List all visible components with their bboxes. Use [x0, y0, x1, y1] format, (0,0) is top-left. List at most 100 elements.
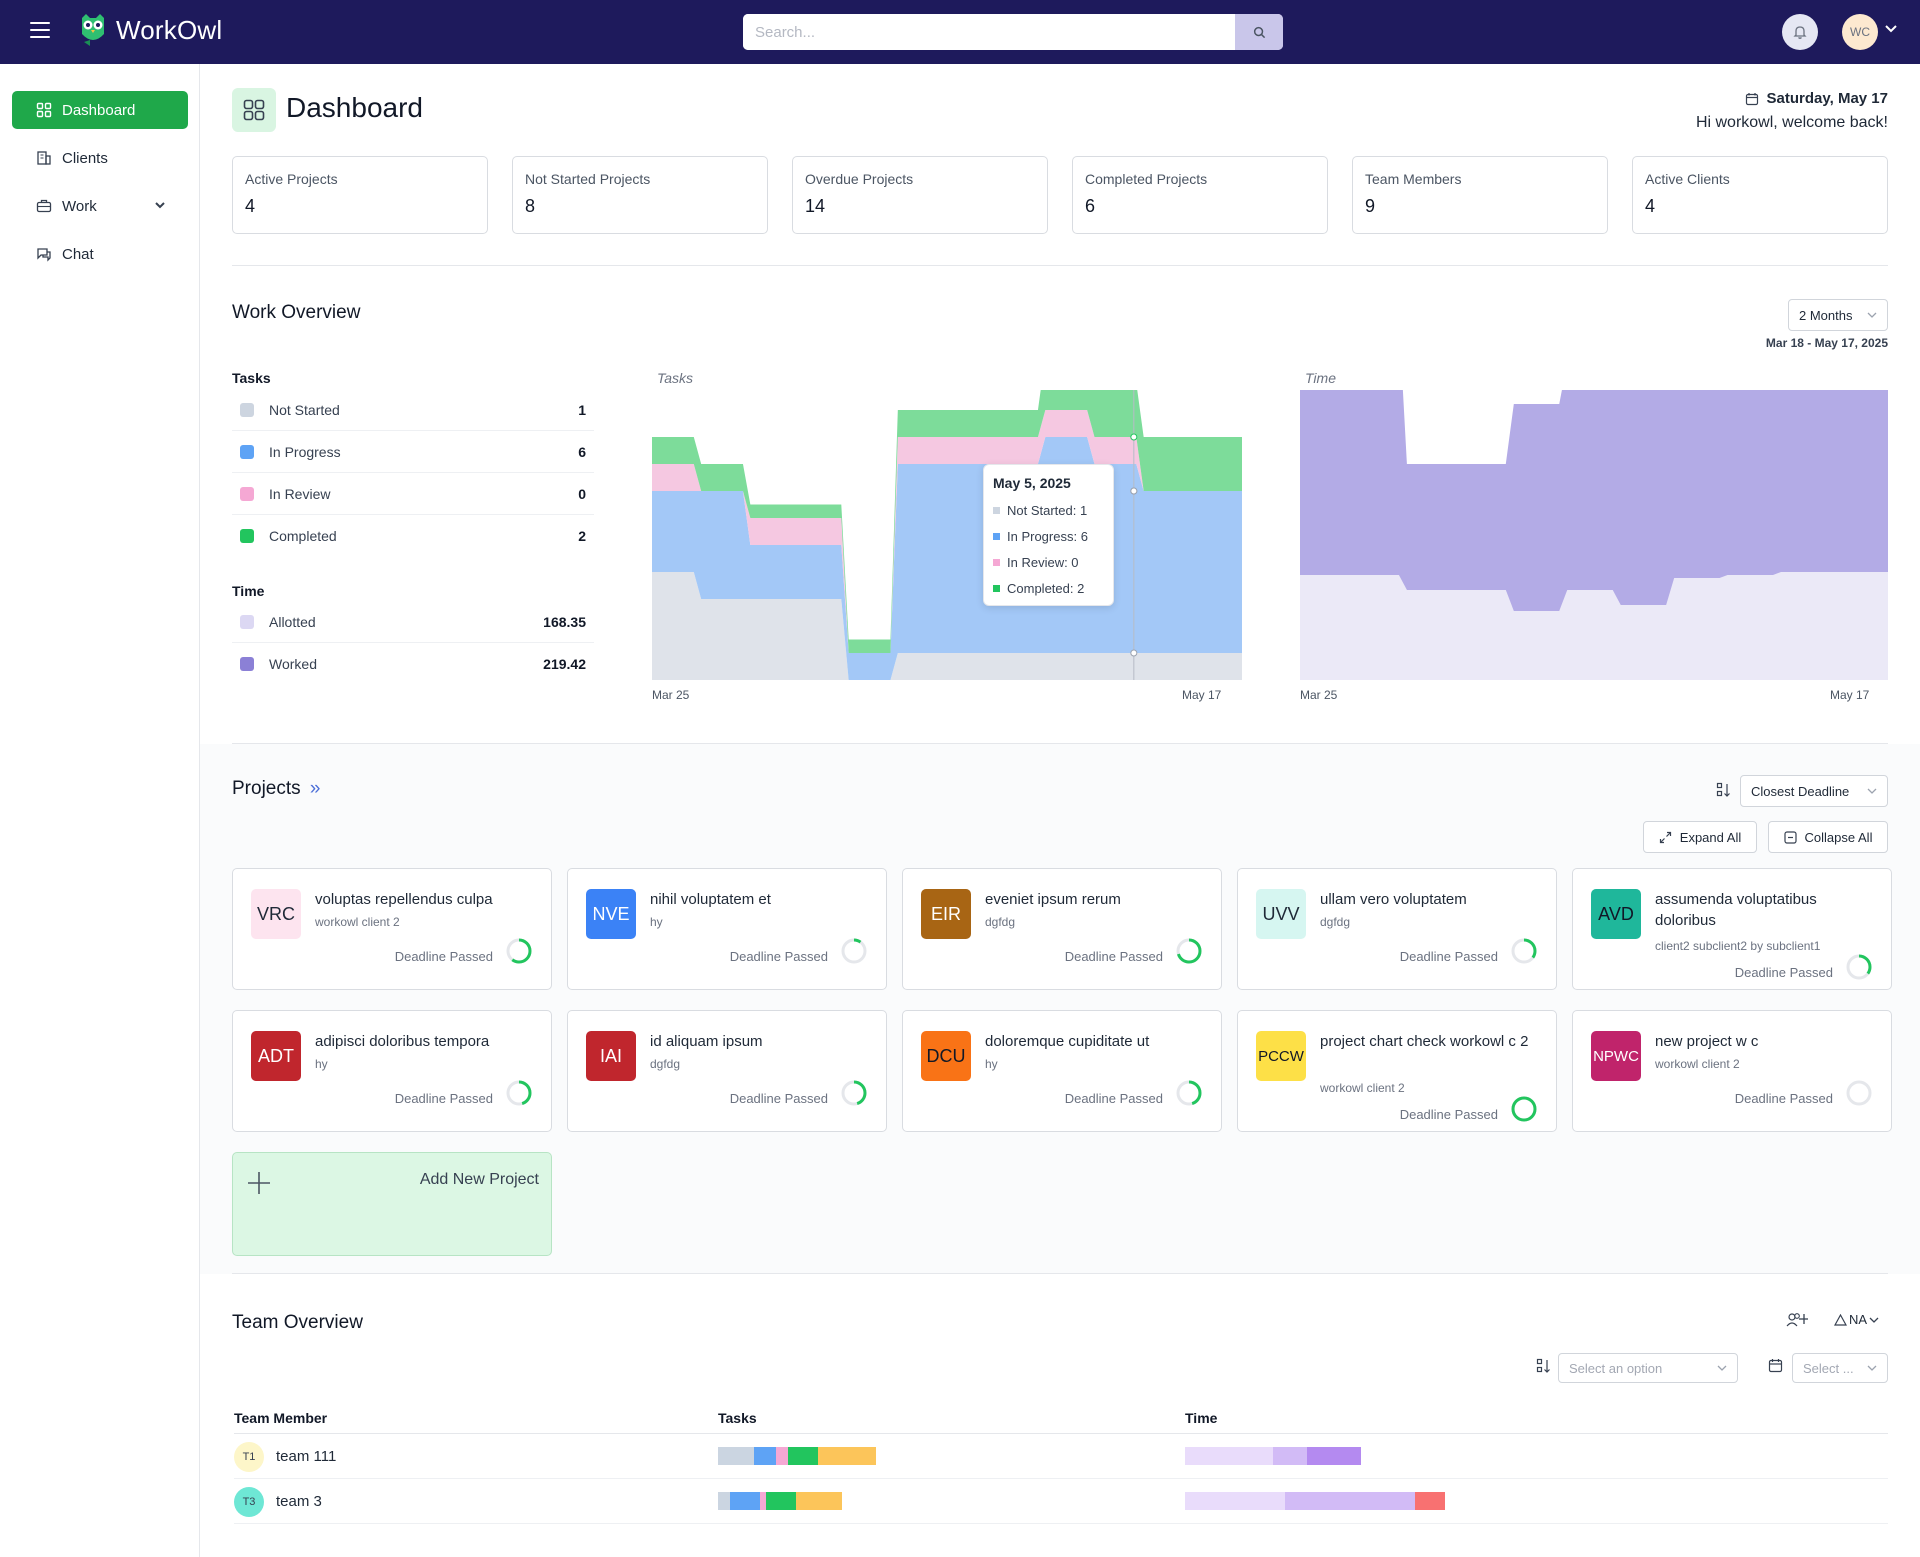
chevron-down-icon[interactable]	[154, 201, 166, 211]
search-input[interactable]	[743, 14, 1235, 50]
stat-card-active-projects[interactable]: Active Projects 4	[232, 156, 488, 234]
notifications-button[interactable]	[1782, 14, 1818, 50]
stat-card-overdue-projects[interactable]: Overdue Projects 14	[792, 156, 1048, 234]
search-button[interactable]	[1235, 14, 1283, 50]
column-header-time: Time	[1185, 1410, 1218, 1426]
time-chart-caption: Time	[1305, 370, 1336, 386]
table-row[interactable]: T1 team 111	[234, 1434, 1888, 1479]
task-bar-segment	[718, 1447, 754, 1465]
project-card[interactable]: PCCW project chart check workowl c 2 wor…	[1237, 1010, 1557, 1132]
deadline-status: Deadline Passed	[394, 1091, 493, 1106]
page-title: Dashboard	[286, 92, 423, 123]
table-row[interactable]: T3 team 3	[234, 1479, 1888, 1524]
time-bar-segment	[1285, 1492, 1415, 1510]
project-card[interactable]: DCU doloremque cupiditate ut hy Deadline…	[902, 1010, 1222, 1132]
expand-all-label: Expand All	[1679, 829, 1742, 845]
x-axis-label-start: Mar 25	[652, 688, 690, 702]
progress-ring	[506, 1080, 532, 1106]
area-series-worked	[1300, 390, 1888, 611]
time-bar-segment	[1273, 1447, 1307, 1465]
collapse-all-button[interactable]: Collapse All	[1768, 821, 1888, 853]
project-client: hy	[985, 1057, 998, 1071]
deadline-status: Deadline Passed	[1399, 949, 1498, 964]
project-card[interactable]: AVD assumenda voluptatibus doloribus cli…	[1572, 868, 1892, 990]
legend-value: 168.35	[543, 613, 586, 630]
add-new-project-card[interactable]: Add New Project	[232, 1152, 552, 1256]
app-logo[interactable]: WorkOwl	[76, 12, 222, 48]
sidebar-item-label: Dashboard	[62, 101, 136, 119]
top-bar: WorkOwl WC	[0, 0, 1920, 64]
project-name: eveniet ipsum rerum	[985, 891, 1121, 908]
legend-swatch	[240, 486, 254, 501]
collapse-icon	[1783, 830, 1797, 844]
project-name: nihil voluptatem et	[650, 891, 771, 908]
stat-card-team-members[interactable]: Team Members 9	[1352, 156, 1608, 234]
stat-card-completed-projects[interactable]: Completed Projects 6	[1072, 156, 1328, 234]
projects-title[interactable]: Projects »	[232, 778, 321, 800]
avatar: T3	[234, 1487, 264, 1517]
project-card[interactable]: NPWC new project w c workowl client 2 De…	[1572, 1010, 1892, 1132]
priority-filter[interactable]: NA	[1834, 1312, 1879, 1327]
progress-ring	[841, 938, 867, 964]
chevron-down-icon	[1717, 1365, 1727, 1371]
sidebar-item-dashboard[interactable]: Dashboard	[12, 91, 188, 129]
deadline-status: Deadline Passed	[729, 949, 828, 964]
tooltip-line: In Review: 0	[993, 549, 1104, 575]
project-client: workowl client 2	[315, 915, 400, 929]
area-series-allotted	[1300, 572, 1888, 680]
deadline-status: Deadline Passed	[1734, 965, 1833, 980]
team-date-select[interactable]: Select ...	[1792, 1353, 1888, 1383]
range-select[interactable]: 2 Months	[1788, 299, 1888, 331]
task-bar-segment	[730, 1492, 760, 1510]
user-avatar[interactable]: WC	[1842, 14, 1878, 50]
range-select-value: 2 Months	[1799, 307, 1853, 323]
stat-card-active-clients[interactable]: Active Clients 4	[1632, 156, 1888, 234]
team-member-name: team 3	[276, 1493, 322, 1510]
sort-icon[interactable]	[1716, 782, 1732, 798]
expand-all-button[interactable]: Expand All	[1643, 821, 1757, 853]
calendar-icon[interactable]	[1768, 1358, 1784, 1374]
stat-value: 14	[805, 196, 826, 216]
project-badge: EIR	[921, 889, 971, 939]
main-content: Dashboard Saturday, May 17 Hi workowl, w…	[200, 64, 1920, 1557]
project-card[interactable]: ADT adipisci doloribus tempora hy Deadli…	[232, 1010, 552, 1132]
team-overview-title: Team Overview	[232, 1312, 363, 1333]
project-card[interactable]: EIR eveniet ipsum rerum dgfdg Deadline P…	[902, 868, 1222, 990]
x-axis-label-end: May 17	[1182, 688, 1222, 702]
progress-ring-fill	[841, 1080, 867, 1106]
stat-label: Not Started Projects	[525, 171, 651, 187]
chart-tooltip: May 5, 2025 Not Started: 1 In Progress: …	[983, 464, 1114, 606]
chevron-down-icon[interactable]	[1884, 22, 1898, 36]
sidebar-item-clients[interactable]: Clients	[12, 139, 188, 177]
building-icon	[37, 151, 51, 165]
team-date-placeholder: Select ...	[1803, 1360, 1854, 1376]
project-badge: NVE	[586, 889, 636, 939]
project-card[interactable]: NVE nihil voluptatem et hy Deadline Pass…	[567, 868, 887, 990]
team-sort-select[interactable]: Select an option	[1558, 1353, 1738, 1383]
stat-card-not-started-projects[interactable]: Not Started Projects 8	[512, 156, 768, 234]
menu-icon[interactable]	[30, 22, 50, 40]
sidebar-item-chat[interactable]: Chat	[12, 235, 188, 273]
sidebar-item-work[interactable]: Work	[12, 187, 188, 225]
project-card[interactable]: VRC voluptas repellendus culpa workowl c…	[232, 868, 552, 990]
progress-ring	[1511, 938, 1537, 964]
owl-icon	[82, 14, 104, 46]
add-user-icon[interactable]	[1786, 1312, 1808, 1328]
team-member-name: team 111	[276, 1448, 337, 1465]
tasks-area-chart[interactable]	[652, 390, 1242, 680]
project-client: dgfdg	[985, 915, 1016, 929]
project-card[interactable]: UVV ullam vero voluptatem dgfdg Deadline…	[1237, 868, 1557, 990]
task-bar-segment	[818, 1447, 876, 1465]
sort-select[interactable]: Closest Deadline	[1740, 775, 1888, 807]
divider	[232, 743, 1888, 744]
progress-ring	[1176, 1080, 1202, 1106]
sort-icon[interactable]	[1536, 1358, 1552, 1374]
chevron-down-icon	[1869, 1317, 1879, 1323]
deadline-status: Deadline Passed	[1064, 1091, 1163, 1106]
project-name: id aliquam ipsum	[650, 1033, 763, 1050]
time-bar-segment	[1307, 1447, 1361, 1465]
project-card[interactable]: IAI id aliquam ipsum dgfdg Deadline Pass…	[567, 1010, 887, 1132]
time-area-chart[interactable]	[1300, 390, 1888, 680]
deadline-status: Deadline Passed	[729, 1091, 828, 1106]
progress-ring-fill	[1176, 1080, 1202, 1106]
